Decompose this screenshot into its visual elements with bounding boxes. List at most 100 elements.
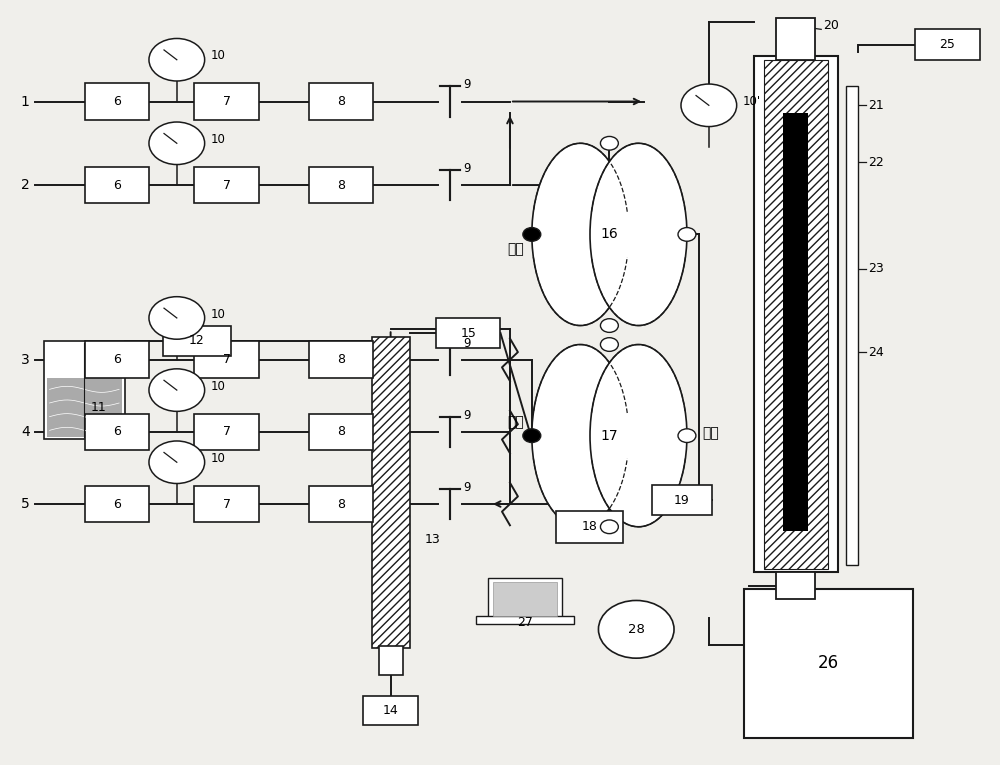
- Bar: [846, 86, 858, 565]
- Bar: [194, 414, 259, 450]
- Circle shape: [600, 136, 618, 150]
- Bar: [194, 486, 259, 522]
- Circle shape: [523, 429, 541, 442]
- Text: 8: 8: [337, 95, 345, 108]
- Text: 26: 26: [818, 655, 839, 672]
- Text: 10: 10: [211, 133, 225, 146]
- Text: 10: 10: [211, 452, 225, 465]
- Bar: [309, 167, 373, 203]
- Circle shape: [598, 601, 674, 658]
- Text: 21: 21: [868, 99, 884, 112]
- Bar: [776, 572, 815, 599]
- Bar: [764, 60, 828, 568]
- Text: 25: 25: [940, 38, 955, 51]
- Circle shape: [149, 38, 205, 81]
- Bar: [194, 341, 259, 378]
- Text: 9: 9: [463, 409, 471, 422]
- Text: 6: 6: [113, 178, 121, 191]
- Text: 7: 7: [223, 95, 231, 108]
- Bar: [493, 582, 557, 617]
- Text: 4: 4: [21, 425, 30, 439]
- Circle shape: [149, 369, 205, 412]
- Text: 6: 6: [113, 353, 121, 366]
- Ellipse shape: [532, 344, 629, 527]
- Text: 8: 8: [337, 497, 345, 510]
- Bar: [915, 29, 980, 60]
- Text: 15: 15: [460, 327, 476, 340]
- Text: 7: 7: [223, 178, 231, 191]
- Bar: [363, 696, 418, 725]
- Text: 6: 6: [113, 425, 121, 438]
- Circle shape: [600, 337, 618, 351]
- Text: 11: 11: [90, 402, 106, 415]
- Text: 13: 13: [424, 533, 440, 546]
- Circle shape: [600, 319, 618, 332]
- Text: 7: 7: [223, 425, 231, 438]
- Bar: [47, 378, 122, 437]
- Text: 9: 9: [463, 337, 471, 350]
- Bar: [194, 167, 259, 203]
- Bar: [309, 414, 373, 450]
- Text: 1: 1: [21, 95, 30, 109]
- Text: 24: 24: [868, 346, 884, 359]
- Text: 7: 7: [223, 353, 231, 366]
- Bar: [372, 337, 410, 648]
- Circle shape: [678, 227, 696, 241]
- Bar: [85, 341, 149, 378]
- Text: 16: 16: [601, 227, 618, 242]
- Text: 9: 9: [463, 162, 471, 175]
- Bar: [652, 485, 712, 516]
- Text: 22: 22: [868, 156, 884, 169]
- Circle shape: [149, 122, 205, 164]
- Bar: [436, 318, 500, 348]
- Bar: [85, 167, 149, 203]
- Text: 20: 20: [823, 19, 839, 32]
- Text: 10': 10': [743, 95, 761, 108]
- Text: 7: 7: [223, 497, 231, 510]
- Ellipse shape: [590, 143, 687, 326]
- Text: 6: 6: [113, 95, 121, 108]
- Text: 12: 12: [189, 334, 205, 347]
- Bar: [309, 83, 373, 120]
- Ellipse shape: [532, 143, 629, 326]
- Bar: [85, 486, 149, 522]
- Bar: [85, 83, 149, 120]
- Bar: [309, 486, 373, 522]
- Circle shape: [600, 520, 618, 534]
- Text: 17: 17: [601, 428, 618, 443]
- Bar: [744, 590, 913, 737]
- Text: 2: 2: [21, 178, 30, 192]
- Text: 18: 18: [582, 520, 597, 533]
- Circle shape: [678, 429, 696, 442]
- Text: 堵死: 堵死: [507, 243, 524, 256]
- Text: 10: 10: [211, 379, 225, 392]
- Bar: [163, 326, 231, 356]
- Bar: [85, 414, 149, 450]
- Text: 14: 14: [383, 704, 398, 717]
- Text: 27: 27: [517, 616, 533, 629]
- Circle shape: [523, 227, 541, 241]
- Text: 8: 8: [337, 178, 345, 191]
- Text: 9: 9: [463, 78, 471, 91]
- Circle shape: [149, 297, 205, 339]
- Text: 9: 9: [463, 481, 471, 493]
- Bar: [476, 617, 574, 624]
- Text: 8: 8: [337, 353, 345, 366]
- Bar: [783, 113, 808, 531]
- Bar: [44, 340, 125, 439]
- Text: 28: 28: [628, 623, 645, 636]
- Text: 8: 8: [337, 425, 345, 438]
- Bar: [488, 578, 562, 620]
- Bar: [754, 56, 838, 572]
- Bar: [776, 18, 815, 60]
- Text: 23: 23: [868, 262, 884, 275]
- Text: 6: 6: [113, 497, 121, 510]
- Ellipse shape: [590, 344, 687, 527]
- Bar: [379, 646, 403, 675]
- Bar: [556, 511, 623, 542]
- Text: 5: 5: [21, 497, 30, 511]
- Text: 10: 10: [211, 50, 225, 63]
- Bar: [194, 83, 259, 120]
- Bar: [309, 341, 373, 378]
- Text: 放空: 放空: [702, 426, 719, 441]
